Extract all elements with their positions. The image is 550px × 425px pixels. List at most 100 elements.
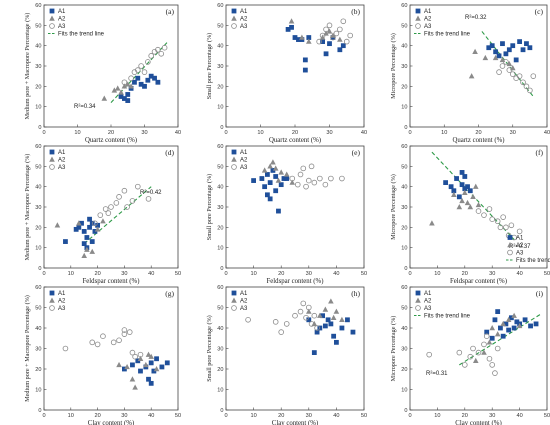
x-tick-label: 10: [74, 130, 80, 136]
x-tick-label: 20: [94, 271, 100, 277]
legend-entry: Fits the trend line: [424, 32, 471, 38]
point-a3: [322, 181, 329, 188]
point-a2: [128, 83, 134, 89]
point-a1: [142, 83, 147, 89]
point-a1: [527, 45, 533, 51]
point-a2: [306, 38, 312, 44]
point-a1: [76, 224, 82, 230]
point-a1: [278, 182, 284, 188]
point-a2: [129, 376, 136, 382]
point-a2: [306, 308, 312, 314]
legend-entry: A2: [58, 158, 66, 164]
point-a3: [89, 339, 96, 346]
point-a1: [462, 186, 468, 192]
x-tick-label: 30: [121, 413, 127, 419]
point-a1: [459, 182, 465, 188]
x-tick-label: 0: [224, 130, 227, 136]
point-a1: [528, 323, 533, 329]
legend-marker-a1: [231, 8, 237, 14]
x-tick-label: 10: [434, 271, 440, 277]
point-a1: [327, 41, 332, 47]
legend-entry: A3: [58, 24, 66, 30]
point-a2: [506, 60, 513, 67]
x-tick-label: 20: [462, 271, 468, 277]
panel-c: 0 10 20 30 40 0 10 20 30 40 50 60 Quartz content (%)…: [390, 3, 550, 144]
point-a2: [143, 361, 149, 368]
point-a2: [283, 171, 290, 177]
point-a3: [102, 206, 109, 212]
point-a3: [494, 218, 501, 225]
point-a3: [426, 351, 432, 358]
point-a3: [461, 362, 468, 368]
legend-entry: A1: [424, 9, 432, 15]
point-a2: [124, 81, 131, 87]
point-a3: [489, 216, 496, 223]
y-tick-label: 0: [220, 125, 223, 131]
point-a3: [506, 67, 513, 73]
point-a3: [467, 353, 474, 360]
legend-entry: A2: [240, 299, 248, 305]
point-a3: [129, 349, 136, 356]
y-tick-label: 50: [35, 23, 41, 29]
legend-entry: A1: [516, 236, 524, 242]
point-a1: [276, 208, 281, 214]
y-tick-label: 60: [401, 285, 407, 291]
point-a3: [300, 300, 307, 307]
point-a3: [499, 63, 506, 69]
legend-marker-a3: [415, 305, 421, 311]
point-a1: [306, 317, 312, 323]
legend-marker-a1: [49, 8, 55, 14]
point-a1: [486, 45, 492, 51]
point-a3: [62, 345, 69, 352]
x-axis-label: Quartz content (%): [452, 137, 504, 144]
x-tick-label: 30: [326, 130, 332, 136]
point-a3: [97, 212, 104, 218]
point-a3: [483, 333, 490, 340]
point-a1: [79, 220, 84, 226]
legend-marker-a1: [49, 149, 55, 155]
point-a3: [124, 204, 130, 210]
point-a2: [124, 363, 130, 370]
y-tick-label: 40: [217, 185, 223, 191]
point-a3: [316, 38, 322, 45]
legend-marker-a1: [415, 8, 421, 14]
point-a1: [122, 96, 127, 101]
y-tick-label: 0: [38, 125, 41, 131]
point-a2: [81, 252, 87, 258]
x-tick-label: 30: [489, 413, 495, 419]
point-a3: [145, 59, 151, 65]
point-a3: [497, 224, 504, 231]
y-axis-label: Medium pore + Macropore Percentage (%): [24, 154, 31, 261]
point-a1: [339, 325, 345, 331]
point-a1: [500, 333, 506, 339]
point-a3: [145, 196, 152, 202]
y-axis-label: Small pore Percentage (%): [206, 174, 213, 241]
point-a1: [267, 180, 273, 185]
point-a1: [284, 176, 290, 181]
point-a1: [138, 368, 143, 374]
x-tick-label: 30: [306, 413, 312, 419]
point-a1: [451, 188, 457, 194]
point-a3: [475, 349, 482, 356]
point-a2: [339, 316, 345, 322]
y-tick-label: 10: [35, 105, 41, 111]
x-tick-label: 0: [408, 130, 411, 136]
legend-marker-a1: [231, 149, 237, 155]
point-a2: [467, 204, 474, 210]
y-tick-label: 50: [401, 23, 407, 29]
point-a2: [153, 366, 160, 372]
y-tick-label: 60: [35, 144, 41, 150]
legend-entry: Fits the trend line: [516, 258, 550, 264]
panel-b: 0 10 20 30 40 0 10 20 30 40 50 60 Quartz content (%)…: [206, 3, 367, 144]
point-a3: [110, 339, 117, 346]
legend-entry: A3: [240, 24, 248, 30]
point-a1: [320, 39, 325, 44]
point-a2: [54, 222, 61, 228]
y-tick-label: 50: [35, 164, 41, 170]
panel-h: 0 10 20 30 40 50 0 10 20 30 40 50 60 Clay content (%)…: [206, 285, 367, 425]
point-a2: [76, 220, 82, 226]
point-a1: [63, 239, 68, 244]
point-a2: [270, 159, 276, 165]
point-a2: [319, 34, 326, 40]
